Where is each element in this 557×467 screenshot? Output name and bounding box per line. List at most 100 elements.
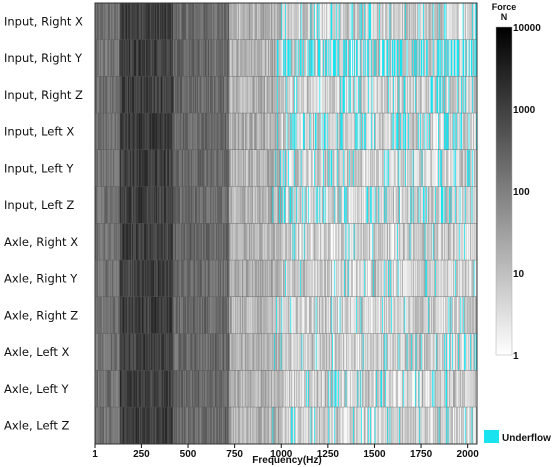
heatmap-cell xyxy=(359,3,361,40)
heatmap-cell xyxy=(118,223,120,261)
heatmap-cell xyxy=(149,186,151,224)
heatmap-cell xyxy=(466,150,468,187)
heatmap-cell xyxy=(350,186,352,224)
heatmap-cell xyxy=(229,150,231,187)
heatmap-cell xyxy=(168,297,170,334)
heatmap-cell xyxy=(329,39,331,77)
heatmap-cell xyxy=(359,39,361,77)
heatmap-cell xyxy=(257,113,259,150)
heatmap-cell xyxy=(123,150,125,187)
heatmap-cell xyxy=(103,150,105,187)
heatmap-cell xyxy=(171,76,173,114)
heatmap-cell xyxy=(345,3,347,40)
heatmap-cell xyxy=(101,39,103,77)
heatmap-cell xyxy=(395,76,397,114)
heatmap-cell xyxy=(405,39,408,77)
heatmap-cell xyxy=(474,76,476,114)
heatmap-cell xyxy=(412,113,414,150)
heatmap-cell xyxy=(386,150,388,187)
heatmap-cell xyxy=(366,150,368,187)
heatmap-cell xyxy=(207,3,209,40)
heatmap-cell xyxy=(391,76,393,114)
heatmap-cell xyxy=(441,113,443,150)
heatmap-cell xyxy=(155,223,157,261)
heatmap-cell xyxy=(114,150,116,187)
heatmap-cell xyxy=(460,76,462,114)
heatmap-cell xyxy=(241,113,243,150)
heatmap-cell xyxy=(238,150,240,187)
heatmap-cell xyxy=(347,297,349,334)
heatmap-cell xyxy=(156,3,158,40)
heatmap-cell xyxy=(317,333,319,371)
heatmap-cell xyxy=(266,39,268,77)
heatmap-cell xyxy=(144,223,146,261)
heatmap-cell xyxy=(303,333,305,371)
heatmap-cell xyxy=(279,333,281,371)
heatmap-cell xyxy=(347,3,349,40)
heatmap-cell xyxy=(207,150,209,187)
heatmap-cell xyxy=(109,223,111,261)
heatmap-cell xyxy=(291,186,293,224)
heatmap-cell xyxy=(276,76,279,114)
heatmap-cell xyxy=(279,297,281,334)
heatmap-cell xyxy=(107,3,109,40)
heatmap-cell xyxy=(226,39,229,77)
heatmap-cell xyxy=(165,260,167,297)
heatmap-cell xyxy=(120,113,122,150)
heatmap-cell xyxy=(295,76,297,114)
heatmap-cell xyxy=(146,333,148,371)
heatmap-cell xyxy=(234,186,236,224)
heatmap-cell xyxy=(244,113,246,150)
heatmap-cell xyxy=(116,223,118,261)
heatmap-cell xyxy=(320,260,322,297)
heatmap-cell xyxy=(453,76,455,114)
heatmap-cell xyxy=(313,39,315,77)
heatmap-cell xyxy=(226,76,228,114)
heatmap-cell xyxy=(398,76,400,114)
heatmap-cell xyxy=(393,39,395,77)
heatmap-cell xyxy=(178,186,180,224)
heatmap-cell xyxy=(414,39,416,77)
heatmap-cell xyxy=(256,3,258,40)
heatmap-cell xyxy=(209,113,211,150)
heatmap-cell xyxy=(412,297,414,334)
heatmap-cell xyxy=(341,186,343,224)
heatmap-cell xyxy=(429,76,431,114)
heatmap-cell xyxy=(257,333,259,371)
heatmap-cell xyxy=(364,150,366,187)
heatmap-cell xyxy=(370,297,372,334)
heatmap-cell xyxy=(116,150,118,187)
heatmap-cell xyxy=(100,260,103,297)
heatmap-cell xyxy=(201,76,203,114)
heatmap-cell xyxy=(307,186,309,224)
heatmap-cell xyxy=(380,76,382,114)
heatmap-cell xyxy=(204,186,206,224)
heatmap-cell xyxy=(183,297,185,334)
heatmap-cell xyxy=(272,186,274,224)
heatmap-cell xyxy=(441,150,443,187)
heatmap-cell xyxy=(291,186,293,224)
heatmap-cell xyxy=(234,76,236,114)
heatmap-cell xyxy=(464,113,466,150)
heatmap-cell xyxy=(363,186,365,224)
heatmap-cell xyxy=(335,39,337,77)
heatmap-cell xyxy=(273,333,275,371)
heatmap-cell xyxy=(291,3,293,40)
heatmap-cell xyxy=(408,39,410,77)
heatmap-cell xyxy=(165,333,167,371)
heatmap-cell xyxy=(107,150,109,187)
heatmap-cell xyxy=(361,186,364,224)
heatmap-cell xyxy=(315,223,317,261)
heatmap-cell xyxy=(455,39,457,77)
heatmap-cell xyxy=(159,76,161,114)
heatmap-cell xyxy=(180,260,182,297)
heatmap-cell xyxy=(427,150,429,187)
heatmap-cell xyxy=(323,333,325,371)
heatmap-cell xyxy=(449,76,451,114)
heatmap-cell xyxy=(318,260,320,297)
heatmap-cell xyxy=(300,333,302,371)
heatmap-cell xyxy=(170,39,172,77)
heatmap-cell xyxy=(250,76,252,114)
heatmap-cell xyxy=(472,223,474,261)
heatmap-cell xyxy=(432,150,434,187)
